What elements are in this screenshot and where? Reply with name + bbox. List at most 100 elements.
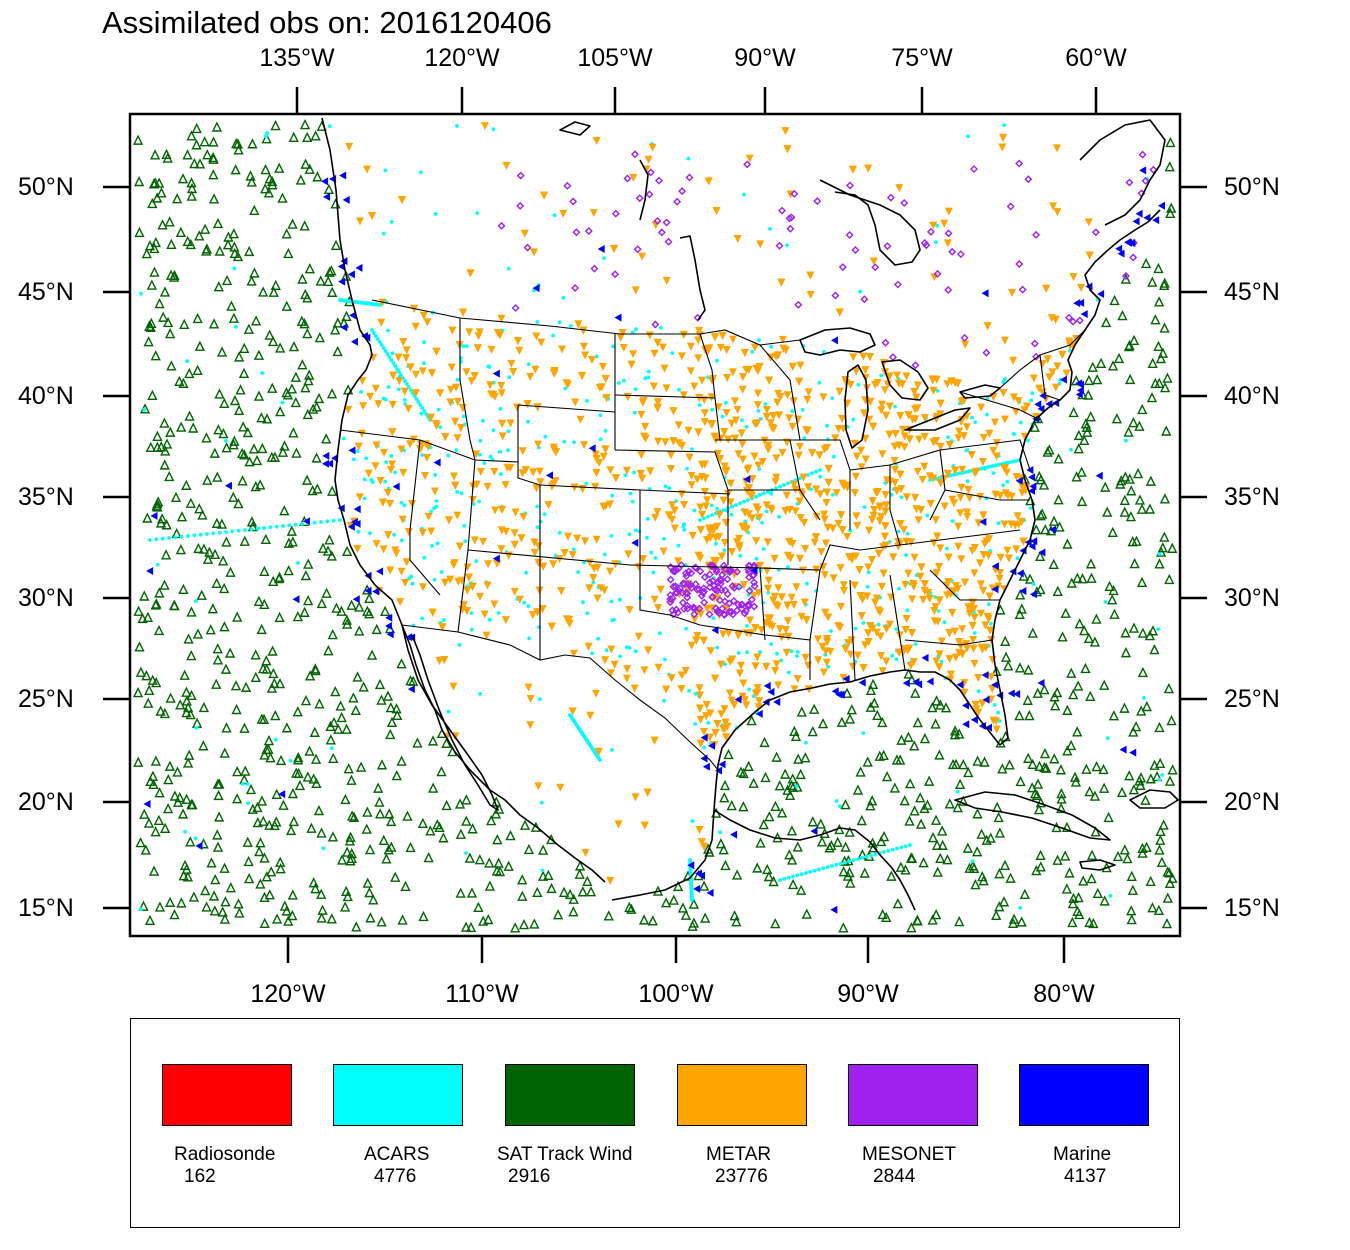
acars-marker [697, 403, 702, 407]
sat-track-wind-marker [301, 474, 313, 485]
metar-marker [857, 463, 866, 472]
acars-marker [676, 543, 681, 548]
sat-track-wind-marker [308, 773, 319, 784]
marine-marker [734, 695, 742, 704]
metar-marker [893, 371, 902, 380]
marine-marker [407, 685, 415, 694]
metar-marker [441, 433, 450, 442]
sat-track-wind-marker [1134, 494, 1146, 505]
acars-marker [432, 577, 437, 582]
acars-marker [790, 409, 795, 414]
acars-marker [722, 548, 727, 552]
sat-track-wind-marker [460, 921, 472, 932]
metar-marker [738, 385, 747, 394]
sat-track-wind-marker [308, 403, 319, 414]
acars-marker [446, 709, 451, 714]
metar-marker [820, 571, 829, 580]
sat-track-wind-marker [1108, 710, 1120, 721]
sat-track-wind-marker [249, 204, 260, 215]
acars-marker [706, 514, 710, 519]
metar-marker [822, 499, 831, 508]
metar-marker [722, 733, 731, 742]
sat-track-wind-marker [260, 164, 271, 175]
acars-marker [649, 550, 654, 555]
metar-marker [727, 548, 736, 557]
sat-track-wind-marker [179, 669, 190, 680]
metar-marker [449, 560, 458, 569]
sat-track-wind-marker [784, 789, 796, 801]
marine-marker [349, 311, 357, 320]
sat-track-wind-marker [222, 239, 234, 250]
border [849, 464, 901, 546]
state-borders [339, 299, 1086, 771]
sat-track-wind-marker [391, 703, 402, 714]
mesonet-marker [516, 171, 525, 180]
metar-marker [861, 366, 870, 375]
metar-marker [758, 457, 767, 466]
acars-marker [463, 539, 468, 544]
metar-marker [718, 331, 727, 340]
sat-track-wind-marker [743, 760, 754, 772]
sat-track-wind-marker [1000, 651, 1012, 662]
metar-marker [700, 409, 709, 418]
sat-track-wind-marker [532, 886, 543, 897]
top-lon-label: 90°W [734, 44, 796, 72]
sat-track-wind-marker [1029, 421, 1040, 432]
acars-marker [327, 124, 332, 128]
acars-marker [471, 502, 476, 507]
metar-marker [644, 155, 653, 164]
metar-marker [920, 432, 929, 441]
mesonet-marker [695, 604, 704, 613]
sat-track-wind-marker [310, 753, 322, 764]
acars-marker [387, 355, 392, 359]
sat-track-wind-marker [434, 821, 445, 832]
marine-marker [350, 337, 358, 346]
sat-track-wind-marker [1164, 867, 1175, 878]
metar-marker [484, 560, 493, 569]
metar-marker [364, 469, 373, 478]
sat-track-wind-marker [139, 590, 150, 601]
acars-marker [747, 687, 752, 692]
acars-marker [627, 645, 632, 650]
metar-marker [935, 650, 944, 659]
right-lat-label: 35°N [1224, 483, 1280, 511]
metar-marker [556, 783, 565, 792]
metar-marker [838, 526, 847, 535]
sat-track-wind-marker [154, 177, 165, 188]
sat-track-wind-marker [198, 543, 210, 554]
lake-huron [881, 359, 929, 401]
acars-marker [702, 745, 707, 750]
sat-track-wind-marker [274, 611, 285, 623]
bottom-lon-label: 90°W [837, 980, 899, 1008]
sat-track-wind-marker [325, 734, 336, 745]
metar-marker [631, 793, 640, 802]
mesonet-marker [671, 565, 680, 574]
acars-marker [581, 600, 585, 605]
sat-track-wind-marker [1082, 426, 1093, 437]
acars-marker [730, 504, 734, 509]
acars-marker [821, 866, 826, 871]
metar-marker [532, 484, 541, 493]
marine-marker [1019, 546, 1027, 555]
sat-track-wind-marker [164, 760, 176, 771]
marine-marker [858, 678, 866, 687]
marine-marker [342, 195, 350, 204]
metar-marker [885, 430, 894, 439]
acars-marker [897, 586, 901, 591]
mesonet-marker [719, 561, 728, 570]
left-lat-label: 15°N [18, 894, 74, 922]
metar-marker [778, 448, 787, 457]
metar-marker [968, 598, 977, 607]
metar-marker [696, 503, 705, 512]
sat-track-wind-marker [397, 914, 408, 925]
sat-track-wind-marker [1162, 892, 1173, 903]
metar-marker [782, 648, 791, 657]
sat-track-wind-marker [1034, 550, 1046, 561]
sat-track-wind-marker [1159, 493, 1171, 504]
sat-track-wind-marker [371, 623, 382, 635]
acars-marker [430, 544, 434, 548]
mesonet-marker [569, 197, 578, 206]
marine-marker [830, 905, 838, 914]
metar-marker [416, 440, 425, 449]
acars-marker [973, 420, 978, 425]
